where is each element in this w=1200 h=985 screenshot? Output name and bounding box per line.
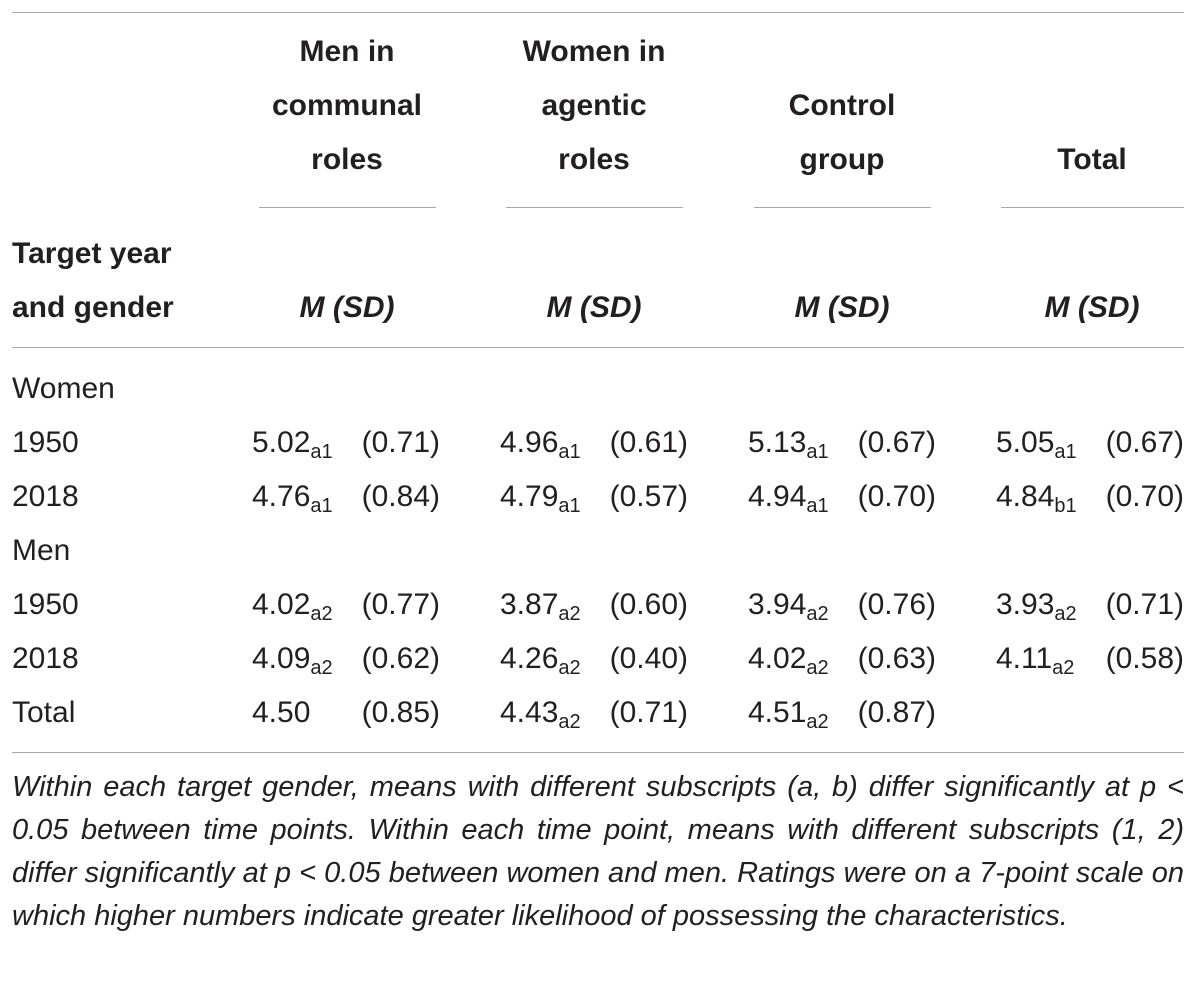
cell-subscript: a2 xyxy=(310,603,333,625)
cell-mean: 4.84b1 xyxy=(996,480,1077,517)
row-label-total: Total xyxy=(12,696,76,729)
col4-stat-label: M (SD) xyxy=(1044,291,1140,324)
cell-mean: 5.02a1 xyxy=(252,426,333,463)
group-label-men: Men xyxy=(12,534,71,567)
col2-title-line2: agentic xyxy=(541,89,647,122)
col1-stat-label: M (SD) xyxy=(299,291,395,324)
cell-subscript: a1 xyxy=(806,495,829,517)
cell-mean: 4.43a2 xyxy=(500,696,581,733)
cell-subscript: a1 xyxy=(806,441,829,463)
cell-sd: (0.63) xyxy=(857,642,936,675)
cell-mean: 4.02a2 xyxy=(252,588,333,625)
cell-mean: 4.09a2 xyxy=(252,642,333,679)
col2-title-line1: Women in xyxy=(522,35,666,68)
cell-subscript: a2 xyxy=(1052,657,1075,679)
cell-subscript: a2 xyxy=(310,657,333,679)
cell-sd: (0.40) xyxy=(609,642,688,675)
cell-subscript: a2 xyxy=(1054,603,1077,625)
cell-subscript: a1 xyxy=(310,495,333,517)
cell-sd: (0.71) xyxy=(1105,588,1184,621)
cell-sd: (0.67) xyxy=(1105,426,1184,459)
cell-mean: 5.13a1 xyxy=(748,426,829,463)
table-footnote: Within each target gender, means with di… xyxy=(12,771,1184,932)
cell-sd: (0.71) xyxy=(361,426,440,459)
col3-stat-label: M (SD) xyxy=(794,291,890,324)
cell-mean: 3.93a2 xyxy=(996,588,1077,625)
cell-sd: (0.58) xyxy=(1105,642,1184,675)
header-bottom-rule xyxy=(12,347,1184,348)
col3-title-line1: Control xyxy=(788,89,896,122)
cell-subscript: a1 xyxy=(558,495,581,517)
cell-mean: 4.50 xyxy=(252,696,311,729)
cell-subscript: a2 xyxy=(558,657,581,679)
cell-subscript: a1 xyxy=(310,441,333,463)
cell-sd: (0.61) xyxy=(609,426,688,459)
col3-title-line2: group xyxy=(799,143,885,176)
cell-mean: 5.05a1 xyxy=(996,426,1077,463)
cell-subscript: a2 xyxy=(558,603,581,625)
cell-sd: (0.87) xyxy=(857,696,936,729)
cell-subscript: a2 xyxy=(558,711,581,733)
cell-mean: 4.96a1 xyxy=(500,426,581,463)
cell-sd: (0.60) xyxy=(609,588,688,621)
row-header-line1: Target year xyxy=(12,237,172,270)
cell-subscript: a1 xyxy=(558,441,581,463)
cell-mean: 4.11a2 xyxy=(996,642,1075,679)
cell-mean: 4.51a2 xyxy=(748,696,829,733)
col3-header-rule xyxy=(754,207,931,208)
row-label-women-2018: 2018 xyxy=(12,480,79,513)
cell-subscript: a2 xyxy=(806,603,829,625)
row-label-women-1950: 1950 xyxy=(12,426,79,459)
cell-mean: 4.26a2 xyxy=(500,642,581,679)
cell-sd: (0.57) xyxy=(609,480,688,513)
cell-subscript: b1 xyxy=(1054,495,1077,517)
col4-header-rule xyxy=(1001,207,1184,208)
cell-sd: (0.70) xyxy=(857,480,936,513)
row-label-men-1950: 1950 xyxy=(12,588,79,621)
cell-subscript: a2 xyxy=(806,711,829,733)
cell-sd: (0.62) xyxy=(361,642,440,675)
cell-sd: (0.84) xyxy=(361,480,440,513)
col1-title-line3: roles xyxy=(311,143,383,176)
cell-sd: (0.76) xyxy=(857,588,936,621)
row-header-line2: and gender xyxy=(12,291,174,324)
col2-title-line3: roles xyxy=(558,143,630,176)
col2-stat-label: M (SD) xyxy=(546,291,642,324)
cell-mean: 4.02a2 xyxy=(748,642,829,679)
table-bottom-rule xyxy=(12,752,1184,753)
cell-mean: 4.94a1 xyxy=(748,480,829,517)
col-header-total: Total xyxy=(972,133,1200,187)
cell-mean: 4.79a1 xyxy=(500,480,581,517)
col-header-control-group: Control group xyxy=(722,79,962,187)
cell-sd: (0.70) xyxy=(1105,480,1184,513)
table-top-rule xyxy=(12,12,1184,13)
cell-sd: (0.71) xyxy=(609,696,688,729)
cell-subscript: a1 xyxy=(1054,441,1077,463)
cell-mean: 3.94a2 xyxy=(748,588,829,625)
col-header-men-communal: Men in communal roles xyxy=(227,25,467,187)
col4-title-line1: Total xyxy=(1057,143,1127,176)
cell-mean: 4.76a1 xyxy=(252,480,333,517)
cell-mean: 3.87a2 xyxy=(500,588,581,625)
row-label-men-2018: 2018 xyxy=(12,642,79,675)
cell-subscript: a2 xyxy=(806,657,829,679)
col-header-women-agentic: Women in agentic roles xyxy=(474,25,714,187)
col1-header-rule xyxy=(259,207,436,208)
group-label-women: Women xyxy=(12,372,115,405)
col2-header-rule xyxy=(506,207,683,208)
cell-sd: (0.85) xyxy=(361,696,440,729)
cell-sd: (0.77) xyxy=(361,588,440,621)
col1-title-line2: communal xyxy=(271,89,423,122)
col1-title-line1: Men in xyxy=(299,35,395,68)
cell-sd: (0.67) xyxy=(857,426,936,459)
